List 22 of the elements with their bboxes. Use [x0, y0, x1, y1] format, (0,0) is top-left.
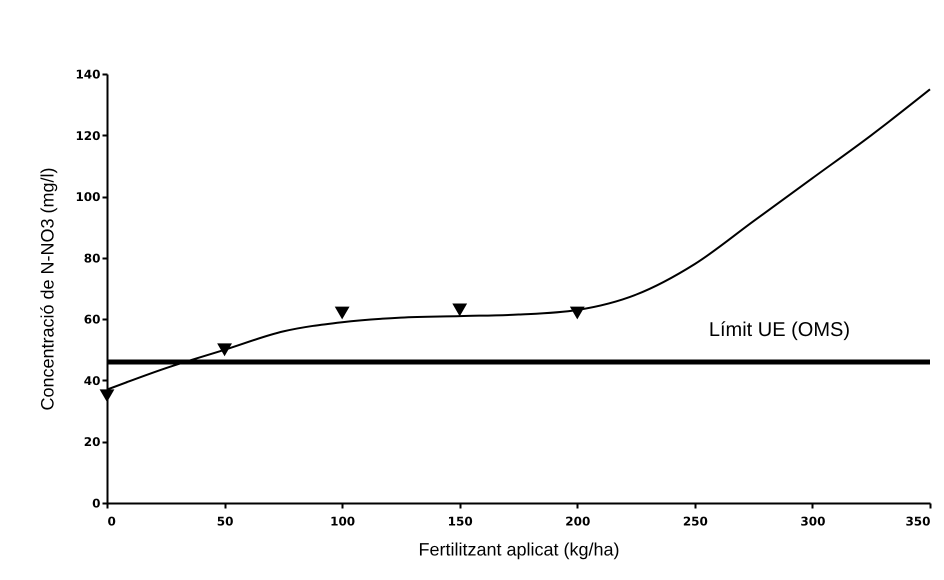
x-tick-label: 150 — [448, 514, 473, 528]
point — [452, 304, 468, 316]
ref-line-label: Límit UE (OMS) — [708, 319, 850, 342]
x-tick-label: 100 — [330, 514, 356, 528]
x-axis-title: Fertilitzant aplicat (kg/ha) — [418, 540, 620, 560]
x-tick-label: 350 — [905, 514, 930, 528]
y-axis-title: Concentració de N-NO3 (mg/l) — [37, 167, 58, 411]
x-tick-label: 250 — [682, 514, 708, 528]
x-tick-label: 200 — [565, 514, 590, 528]
point — [100, 389, 114, 402]
y-tick-label: 0 — [92, 496, 100, 510]
x-tick-label: 50 — [216, 514, 234, 528]
x-tick-label: 0 — [108, 514, 116, 528]
y-tick-label: 20 — [84, 435, 100, 450]
y-tick-label: 60 — [84, 312, 100, 327]
y-tick-label: 140 — [75, 68, 100, 82]
y-tick-label: 100 — [75, 190, 100, 204]
x-tick-label: 300 — [800, 514, 826, 528]
y-tick-label: 80 — [84, 251, 100, 266]
point — [334, 306, 350, 320]
y-tick-label: 40 — [84, 374, 100, 388]
y-tick-label: 120 — [75, 128, 100, 143]
